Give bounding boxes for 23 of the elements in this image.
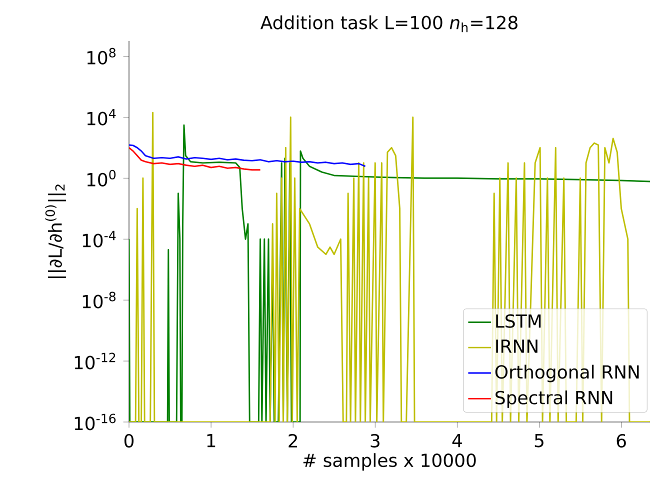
legend-label: IRNN <box>496 340 538 353</box>
y-tick-label: 10$^{4}$ <box>87 108 116 126</box>
legend-label: Orthogonal RNN <box>495 364 639 382</box>
line-series <box>129 146 262 171</box>
y-tick-label: 10$^{-16}$ <box>74 414 116 430</box>
x-tick-label: 5 <box>534 434 544 448</box>
chart-title: Addition task L=100 n$_{h}$=128 <box>260 15 518 32</box>
x-tick-label: 4 <box>452 434 462 448</box>
y-tick-label: 10$^{-8}$ <box>82 292 116 308</box>
legend-label: LSTM <box>496 314 541 328</box>
x-axis-title: # samples x 10000 <box>303 453 476 471</box>
x-tick-label: 6 <box>616 434 626 448</box>
legend-label: Spectral RNN <box>496 390 612 408</box>
x-tick-label: 1 <box>207 434 216 448</box>
x-tick-label: 2 <box>288 434 298 448</box>
y-tick-label: 10$^{0}$ <box>87 170 116 186</box>
y-tick-label: 10$^{-4}$ <box>82 230 116 248</box>
y-tick-label: 10$^{8}$ <box>87 48 116 65</box>
x-tick-label: 3 <box>370 434 380 448</box>
y-tick-label: 10$^{-12}$ <box>74 352 116 370</box>
x-tick-label: 0 <box>124 434 134 448</box>
y-axis-title: ||∂L/∂h$^{(0)}$||$_{2}$ <box>45 184 66 278</box>
line-series <box>129 144 366 168</box>
